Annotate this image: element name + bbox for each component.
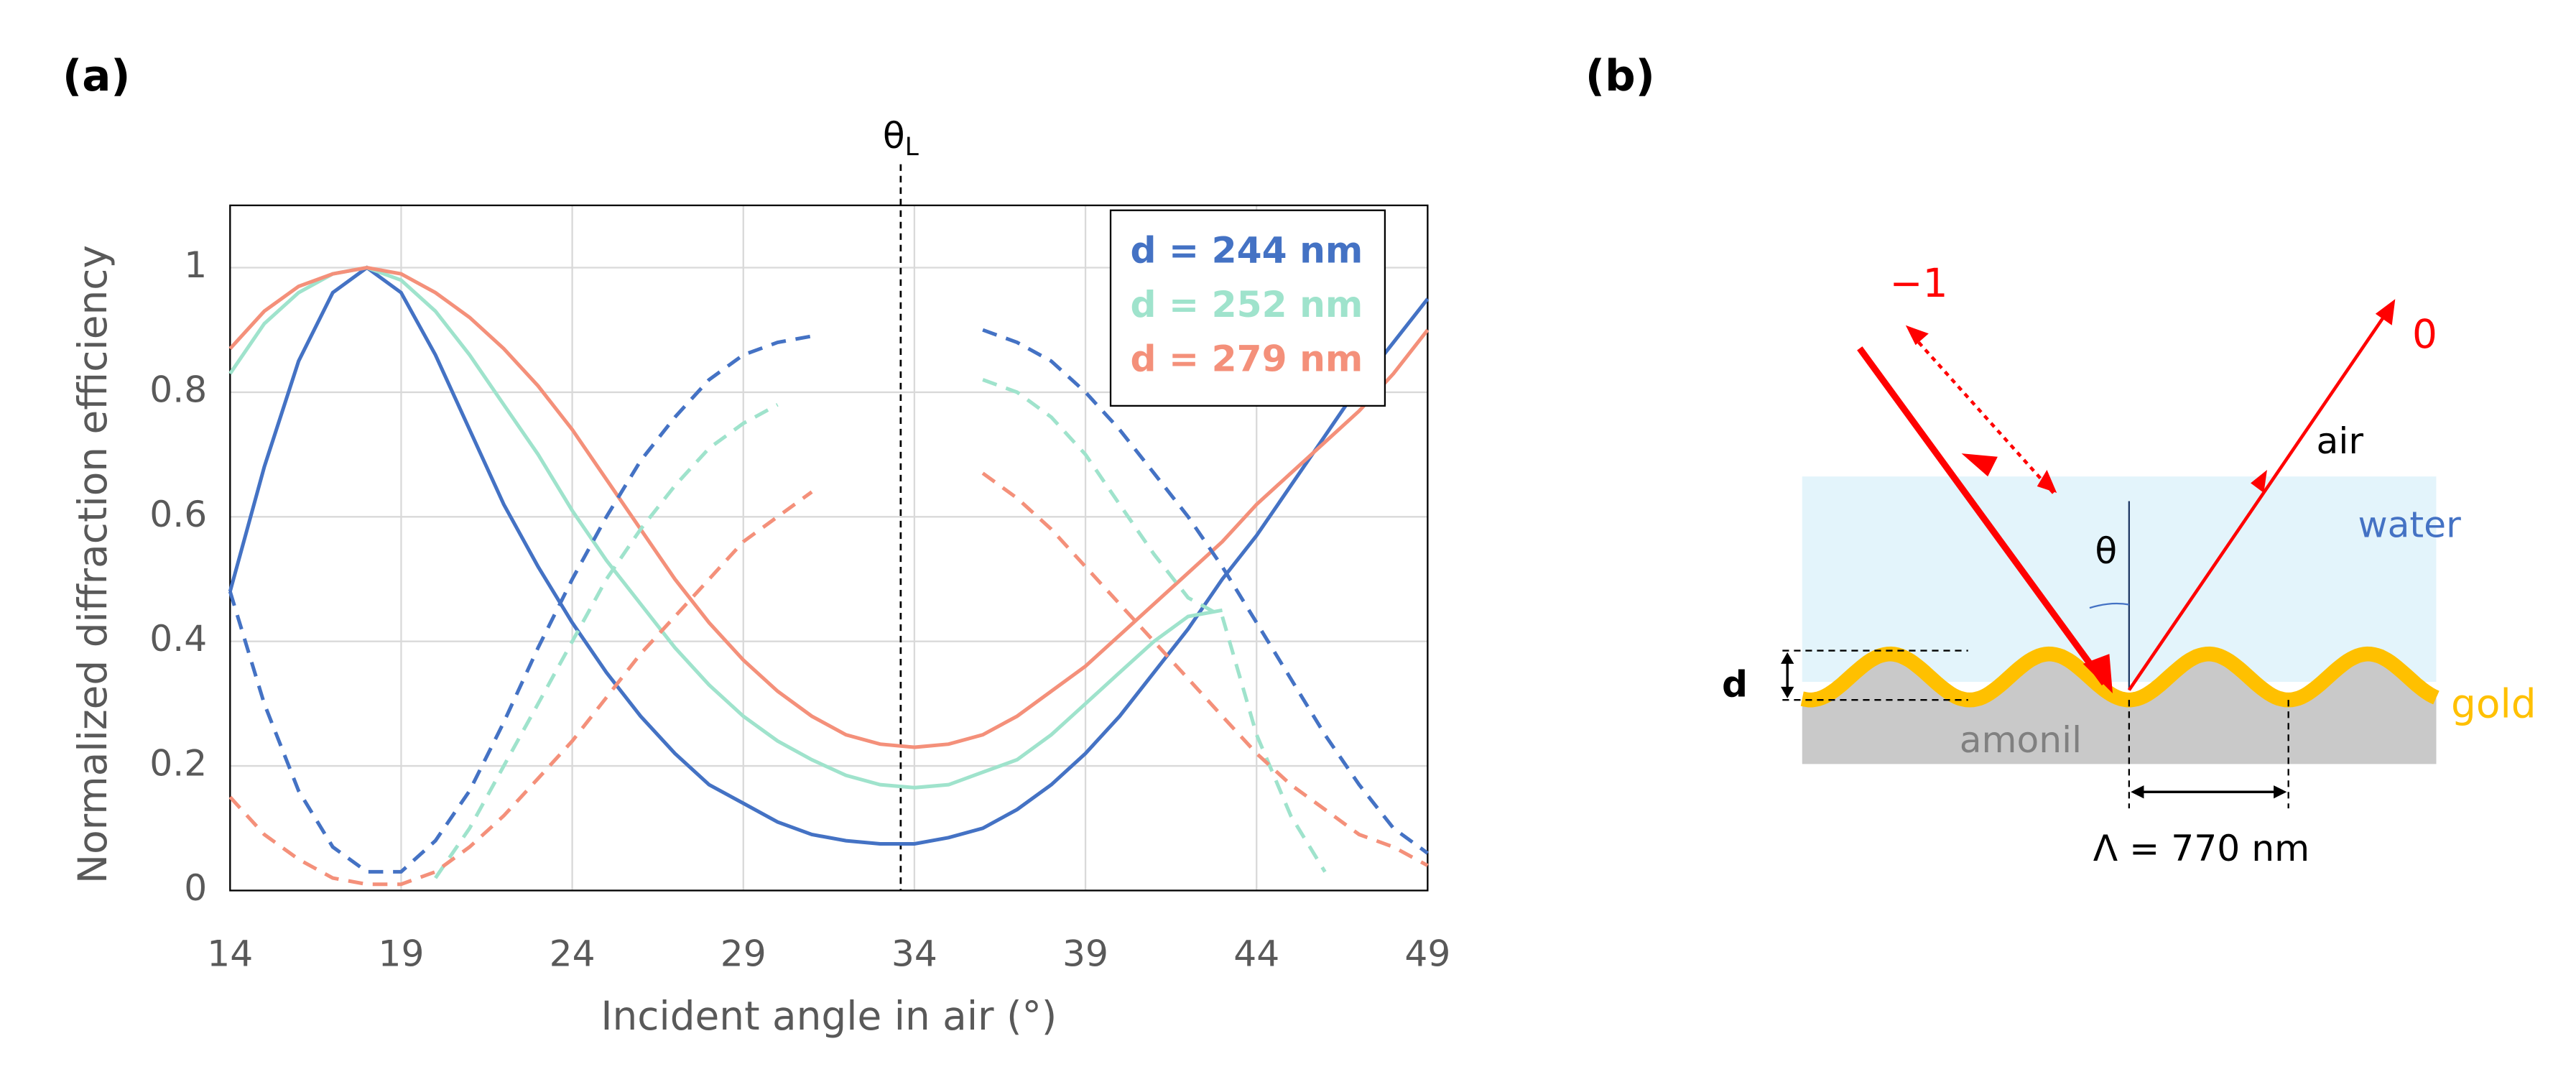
theta-l-label: θL bbox=[883, 114, 919, 162]
y-axis-label: Normalized diffraction efficiency bbox=[70, 245, 116, 884]
angle-arc bbox=[2089, 602, 2130, 609]
legend-entry: d = 244 nm bbox=[1130, 229, 1363, 272]
period-label: Λ = 770 nm bbox=[2093, 827, 2309, 869]
y-tick-label: 0.2 bbox=[149, 742, 207, 785]
dashed-curve bbox=[434, 403, 779, 879]
arrowhead bbox=[2082, 654, 2113, 694]
x-tick-label: 34 bbox=[891, 932, 937, 974]
x-tick-label: 44 bbox=[1233, 932, 1279, 974]
chart: 0 0.2 0.4 0.6 0.8 1 14 19 24 29 34 39 44 49 Incident a… bbox=[70, 114, 1450, 1039]
medium-label: air bbox=[2317, 420, 2364, 462]
depth-label: d bbox=[1722, 662, 1748, 705]
dashed-curve bbox=[982, 328, 1429, 855]
legend-entry: d = 252 nm bbox=[1130, 283, 1363, 325]
x-tick-label: 14 bbox=[207, 932, 253, 974]
arrowhead bbox=[2274, 785, 2287, 799]
order-label: 0 bbox=[2412, 311, 2437, 357]
water-layer bbox=[1802, 476, 2437, 683]
x-tick-label: 39 bbox=[1062, 932, 1108, 974]
amonil-label: amonil bbox=[1960, 718, 2082, 761]
legend-entry: d = 279 nm bbox=[1130, 338, 1363, 380]
arrowhead bbox=[1781, 686, 1794, 698]
dashed-curve bbox=[228, 334, 812, 874]
dashed-curve bbox=[228, 490, 813, 887]
angle-label: θ bbox=[2095, 530, 2117, 572]
y-tick-label: 0.8 bbox=[149, 368, 207, 410]
y-tick-label: 0 bbox=[184, 866, 207, 909]
gold-layer bbox=[1800, 646, 2440, 708]
panel-label: (a) bbox=[62, 52, 130, 101]
solid-curve bbox=[228, 265, 1430, 846]
x-tick-label: 49 bbox=[1404, 932, 1450, 974]
arrowhead bbox=[2251, 470, 2267, 494]
diagram: (b) −1 0 air water θ d gold amonil Λ = 7… bbox=[1585, 52, 2536, 869]
y-tick-label: 0.4 bbox=[149, 617, 207, 660]
arrowhead bbox=[1905, 325, 1929, 346]
arrowhead bbox=[2037, 470, 2057, 494]
order-label: −1 bbox=[1890, 260, 1948, 306]
y-tick-label: 1 bbox=[184, 244, 207, 286]
solid-curve bbox=[228, 265, 1430, 749]
x-axis-label: Incident angle in air (°) bbox=[601, 993, 1057, 1039]
incident-beam bbox=[1857, 346, 2108, 686]
zero-order-beam bbox=[2127, 306, 2392, 691]
arrowhead bbox=[2131, 785, 2144, 799]
x-tick-label: 24 bbox=[550, 932, 596, 974]
y-tick-label: 0.6 bbox=[149, 493, 207, 535]
arrowhead bbox=[2375, 299, 2396, 325]
arrowhead bbox=[1781, 652, 1794, 664]
theta-subscript: L bbox=[905, 132, 919, 161]
gold-label: gold bbox=[2451, 680, 2536, 726]
medium-label: water bbox=[2358, 504, 2461, 546]
plot-frame bbox=[229, 204, 1429, 892]
x-tick-label: 29 bbox=[721, 932, 766, 974]
theta-symbol: θ bbox=[883, 114, 905, 157]
arrowhead bbox=[1961, 453, 1998, 477]
dashed-curve bbox=[981, 471, 1429, 867]
x-tick-label: 19 bbox=[378, 932, 424, 974]
solid-curve bbox=[228, 265, 1223, 790]
amonil-layer bbox=[1802, 654, 2437, 764]
legend-box bbox=[1109, 209, 1386, 407]
panel-label: (b) bbox=[1585, 52, 1655, 101]
